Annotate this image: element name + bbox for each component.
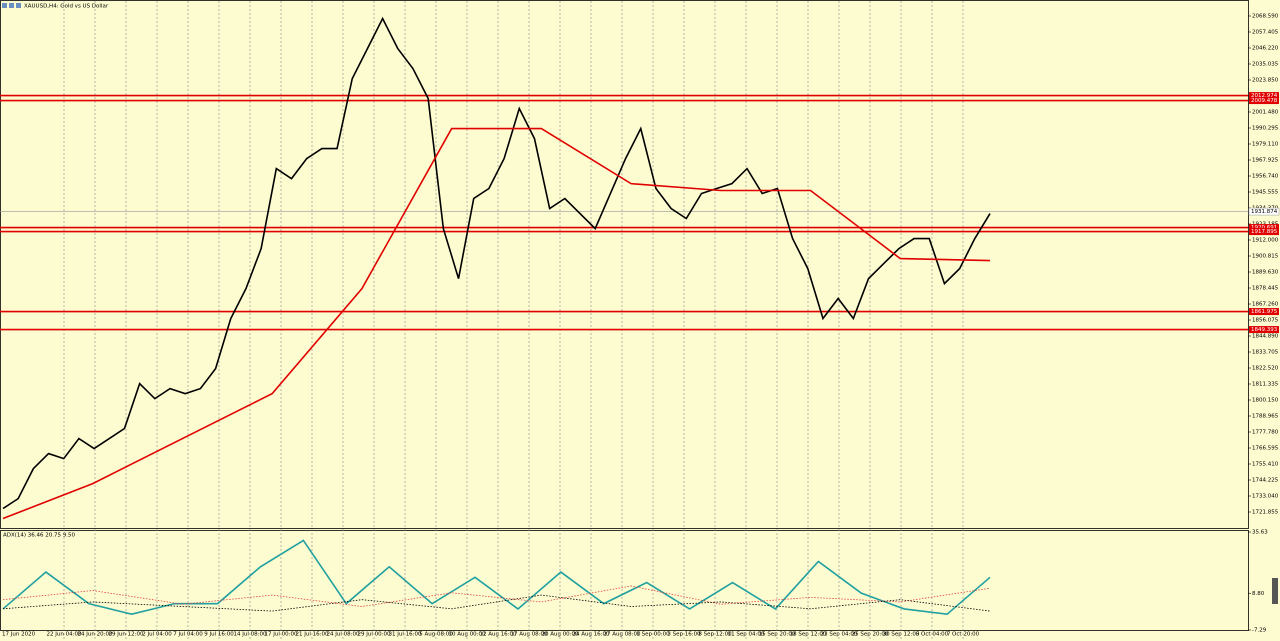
series-line — [2, 539, 991, 616]
y-tick-label: 1889.630 — [1252, 270, 1279, 276]
level-tag — [1249, 97, 1279, 105]
level-tag — [1249, 224, 1279, 232]
y-tick-label: -7.29 — [1252, 628, 1267, 634]
icon[interactable] — [9, 3, 14, 8]
level-tag — [1249, 326, 1279, 334]
level-tag — [1249, 228, 1279, 236]
x-tick-label: 17 Jun 2020 — [2, 632, 36, 638]
y-tick-label: 1788.965 — [1252, 414, 1279, 420]
y-tick-label: 2023.850 — [1252, 78, 1279, 84]
chart-title: XAUUSD,H4: Gold vs US Dollar — [24, 4, 109, 10]
main-frame — [0, 0, 1249, 529]
level-label: 1849.393 — [1251, 327, 1278, 333]
y-tick-label: 35.63 — [1252, 530, 1268, 536]
level-label: 2012.974 — [1251, 93, 1278, 99]
last-price-tag — [1248, 207, 1280, 216]
y-tick-label: 1912.000 — [1252, 238, 1279, 244]
y-tick-label: 1755.410 — [1252, 462, 1279, 468]
y-tick-label: 1733.040 — [1252, 494, 1279, 500]
y-tick-label: 1721.855 — [1252, 510, 1279, 516]
y-tick-label: 1800.150 — [1252, 398, 1279, 404]
level-tag — [1249, 308, 1279, 316]
y-tick-label: 1878.445 — [1252, 286, 1279, 292]
y-tick-label: 1766.595 — [1252, 446, 1279, 452]
y-tick-label: 1956.740 — [1252, 174, 1279, 180]
y-tick-label: 1979.110 — [1252, 142, 1279, 148]
y-tick-label: 1822.520 — [1252, 366, 1279, 372]
y-tick-label: 1867.260 — [1252, 302, 1279, 308]
y-tick-label: 1856.075 — [1252, 318, 1279, 324]
indicator-frame — [0, 530, 1249, 631]
scrollbar[interactable] — [1272, 578, 1278, 604]
y-tick-label: 2068.590 — [1252, 14, 1279, 20]
indicator-title: ADX(14) 36.46 20.75 9.50 — [3, 533, 76, 539]
icon[interactable] — [16, 3, 21, 8]
y-tick-label: 1844.890 — [1252, 334, 1279, 340]
y-tick-label: 1945.555 — [1252, 190, 1279, 196]
last-price-label: 1931.874 — [1251, 209, 1278, 215]
y-tick-label: 1990.295 — [1252, 126, 1279, 132]
y-tick-label: 1967.925 — [1252, 158, 1279, 164]
icon[interactable] — [2, 3, 7, 8]
series-line — [2, 594, 991, 612]
y-tick-label: 1744.225 — [1252, 478, 1279, 484]
y-tick-label: 2057.405 — [1252, 30, 1279, 36]
level-label: 1861.975 — [1251, 309, 1278, 315]
level-label: 2009.478 — [1251, 98, 1278, 104]
series-line — [2, 585, 991, 607]
y-tick-label: 2046.220 — [1252, 46, 1279, 52]
y-tick-label: 1777.780 — [1252, 430, 1279, 436]
y-tick-label: 1900.815 — [1252, 254, 1279, 260]
y-tick-label: 2001.480 — [1252, 110, 1279, 116]
y-tick-label: 2035.035 — [1252, 62, 1279, 68]
series-line — [2, 16, 991, 510]
y-tick-label: 8.80 — [1252, 591, 1265, 597]
y-tick-label: 1811.335 — [1252, 382, 1279, 388]
series-line — [2, 127, 991, 520]
y-tick-label: 1833.705 — [1252, 350, 1279, 356]
level-label: 1917.895 — [1251, 229, 1278, 235]
level-tag — [1249, 92, 1279, 100]
